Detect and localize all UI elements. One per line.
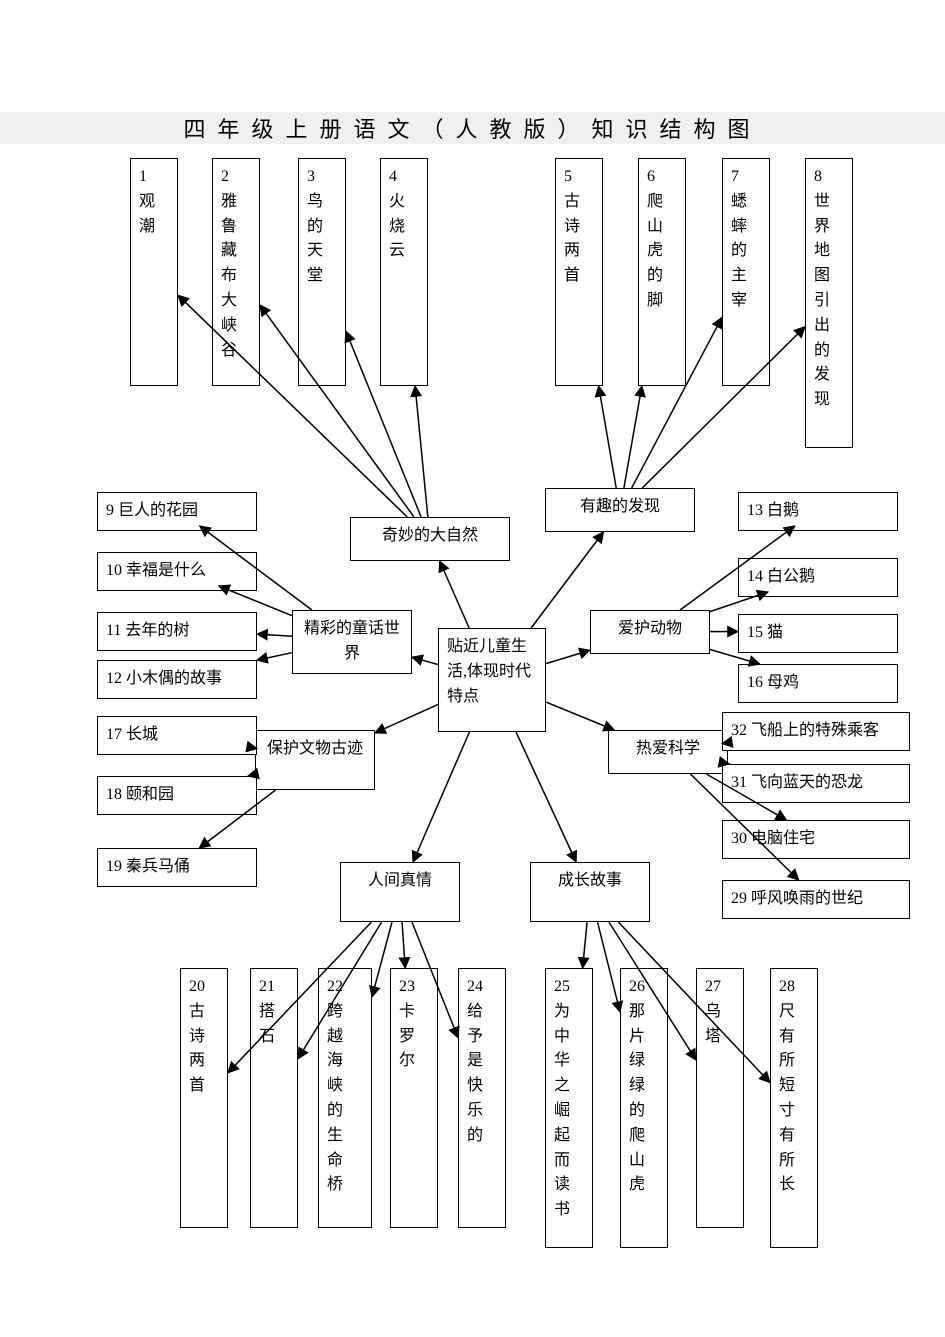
lesson-15: 15 猫	[738, 614, 898, 653]
center-node: 贴近儿童生活,体现时代特点	[438, 628, 546, 732]
lesson-19: 19 秦兵马俑	[97, 848, 257, 887]
lesson-8: 8世界地图引出的发现	[805, 158, 853, 448]
edge	[402, 922, 405, 968]
edge	[583, 922, 587, 968]
edge	[598, 922, 621, 1012]
lesson-29: 29 呼风唤雨的世纪	[722, 880, 910, 919]
hub-fairy: 精彩的童话世界	[292, 610, 412, 674]
edge	[624, 386, 642, 488]
edge	[412, 657, 438, 664]
edge	[415, 386, 428, 517]
edge	[516, 732, 576, 862]
lesson-6: 6爬山虎的脚	[638, 158, 686, 386]
edge	[257, 653, 292, 660]
lesson-7: 7蟋蟀的主宰	[722, 158, 770, 386]
edge	[546, 650, 590, 663]
lesson-27: 27乌塔	[696, 968, 744, 1228]
lesson-32: 32 飞船上的特殊乘客	[722, 712, 910, 751]
lesson-23: 23卡罗尔	[390, 968, 438, 1228]
lesson-24: 24给予是快乐的	[458, 968, 506, 1228]
lesson-2: 2雅鲁藏布大峡谷	[212, 158, 260, 386]
lesson-13: 13 白鹅	[738, 492, 898, 531]
edge	[372, 922, 392, 997]
hub-science: 热爱科学	[608, 730, 728, 774]
lesson-26: 26那片绿绿的爬山虎	[620, 968, 668, 1248]
lesson-28: 28尺有所短寸有所长	[770, 968, 818, 1248]
edge	[413, 732, 469, 862]
lesson-16: 16 母鸡	[738, 664, 898, 703]
hub-animals: 爱护动物	[590, 610, 710, 654]
lesson-22: 22跨越海峡的生命桥	[318, 968, 372, 1228]
lesson-5: 5古诗两首	[555, 158, 603, 386]
lesson-31: 31 飞向蓝天的恐龙	[722, 764, 910, 803]
hub-nature: 奇妙的大自然	[350, 517, 510, 561]
lesson-25: 25为中华之崛起而读书	[545, 968, 593, 1248]
lesson-10: 10 幸福是什么	[97, 552, 257, 591]
hub-discovery: 有趣的发现	[545, 488, 695, 532]
edge	[599, 386, 617, 488]
edge	[440, 561, 469, 628]
lesson-18: 18 颐和园	[97, 776, 257, 815]
lesson-1: 1观潮	[130, 158, 178, 386]
hub-growth: 成长故事	[530, 862, 650, 922]
edge	[257, 634, 292, 636]
hub-truelove: 人间真情	[340, 862, 460, 922]
lesson-4: 4火烧云	[380, 158, 428, 386]
lesson-30: 30 电脑住宅	[722, 820, 910, 859]
edge	[546, 702, 614, 730]
lesson-12: 12 小木偶的故事	[97, 660, 257, 699]
lesson-14: 14 白公鹅	[738, 558, 898, 597]
page-title: 四年级上册语文（人教版）知识结构图	[0, 112, 945, 144]
lesson-3: 3鸟的天堂	[298, 158, 346, 386]
lesson-21: 21搭石	[250, 968, 298, 1228]
lesson-17: 17 长城	[97, 716, 257, 755]
lesson-9: 9 巨人的花园	[97, 492, 257, 531]
edge	[375, 704, 438, 732]
lesson-11: 11 去年的树	[97, 612, 257, 651]
hub-heritage: 保护文物古迹	[255, 730, 375, 790]
lesson-20: 20古诗两首	[180, 968, 228, 1228]
